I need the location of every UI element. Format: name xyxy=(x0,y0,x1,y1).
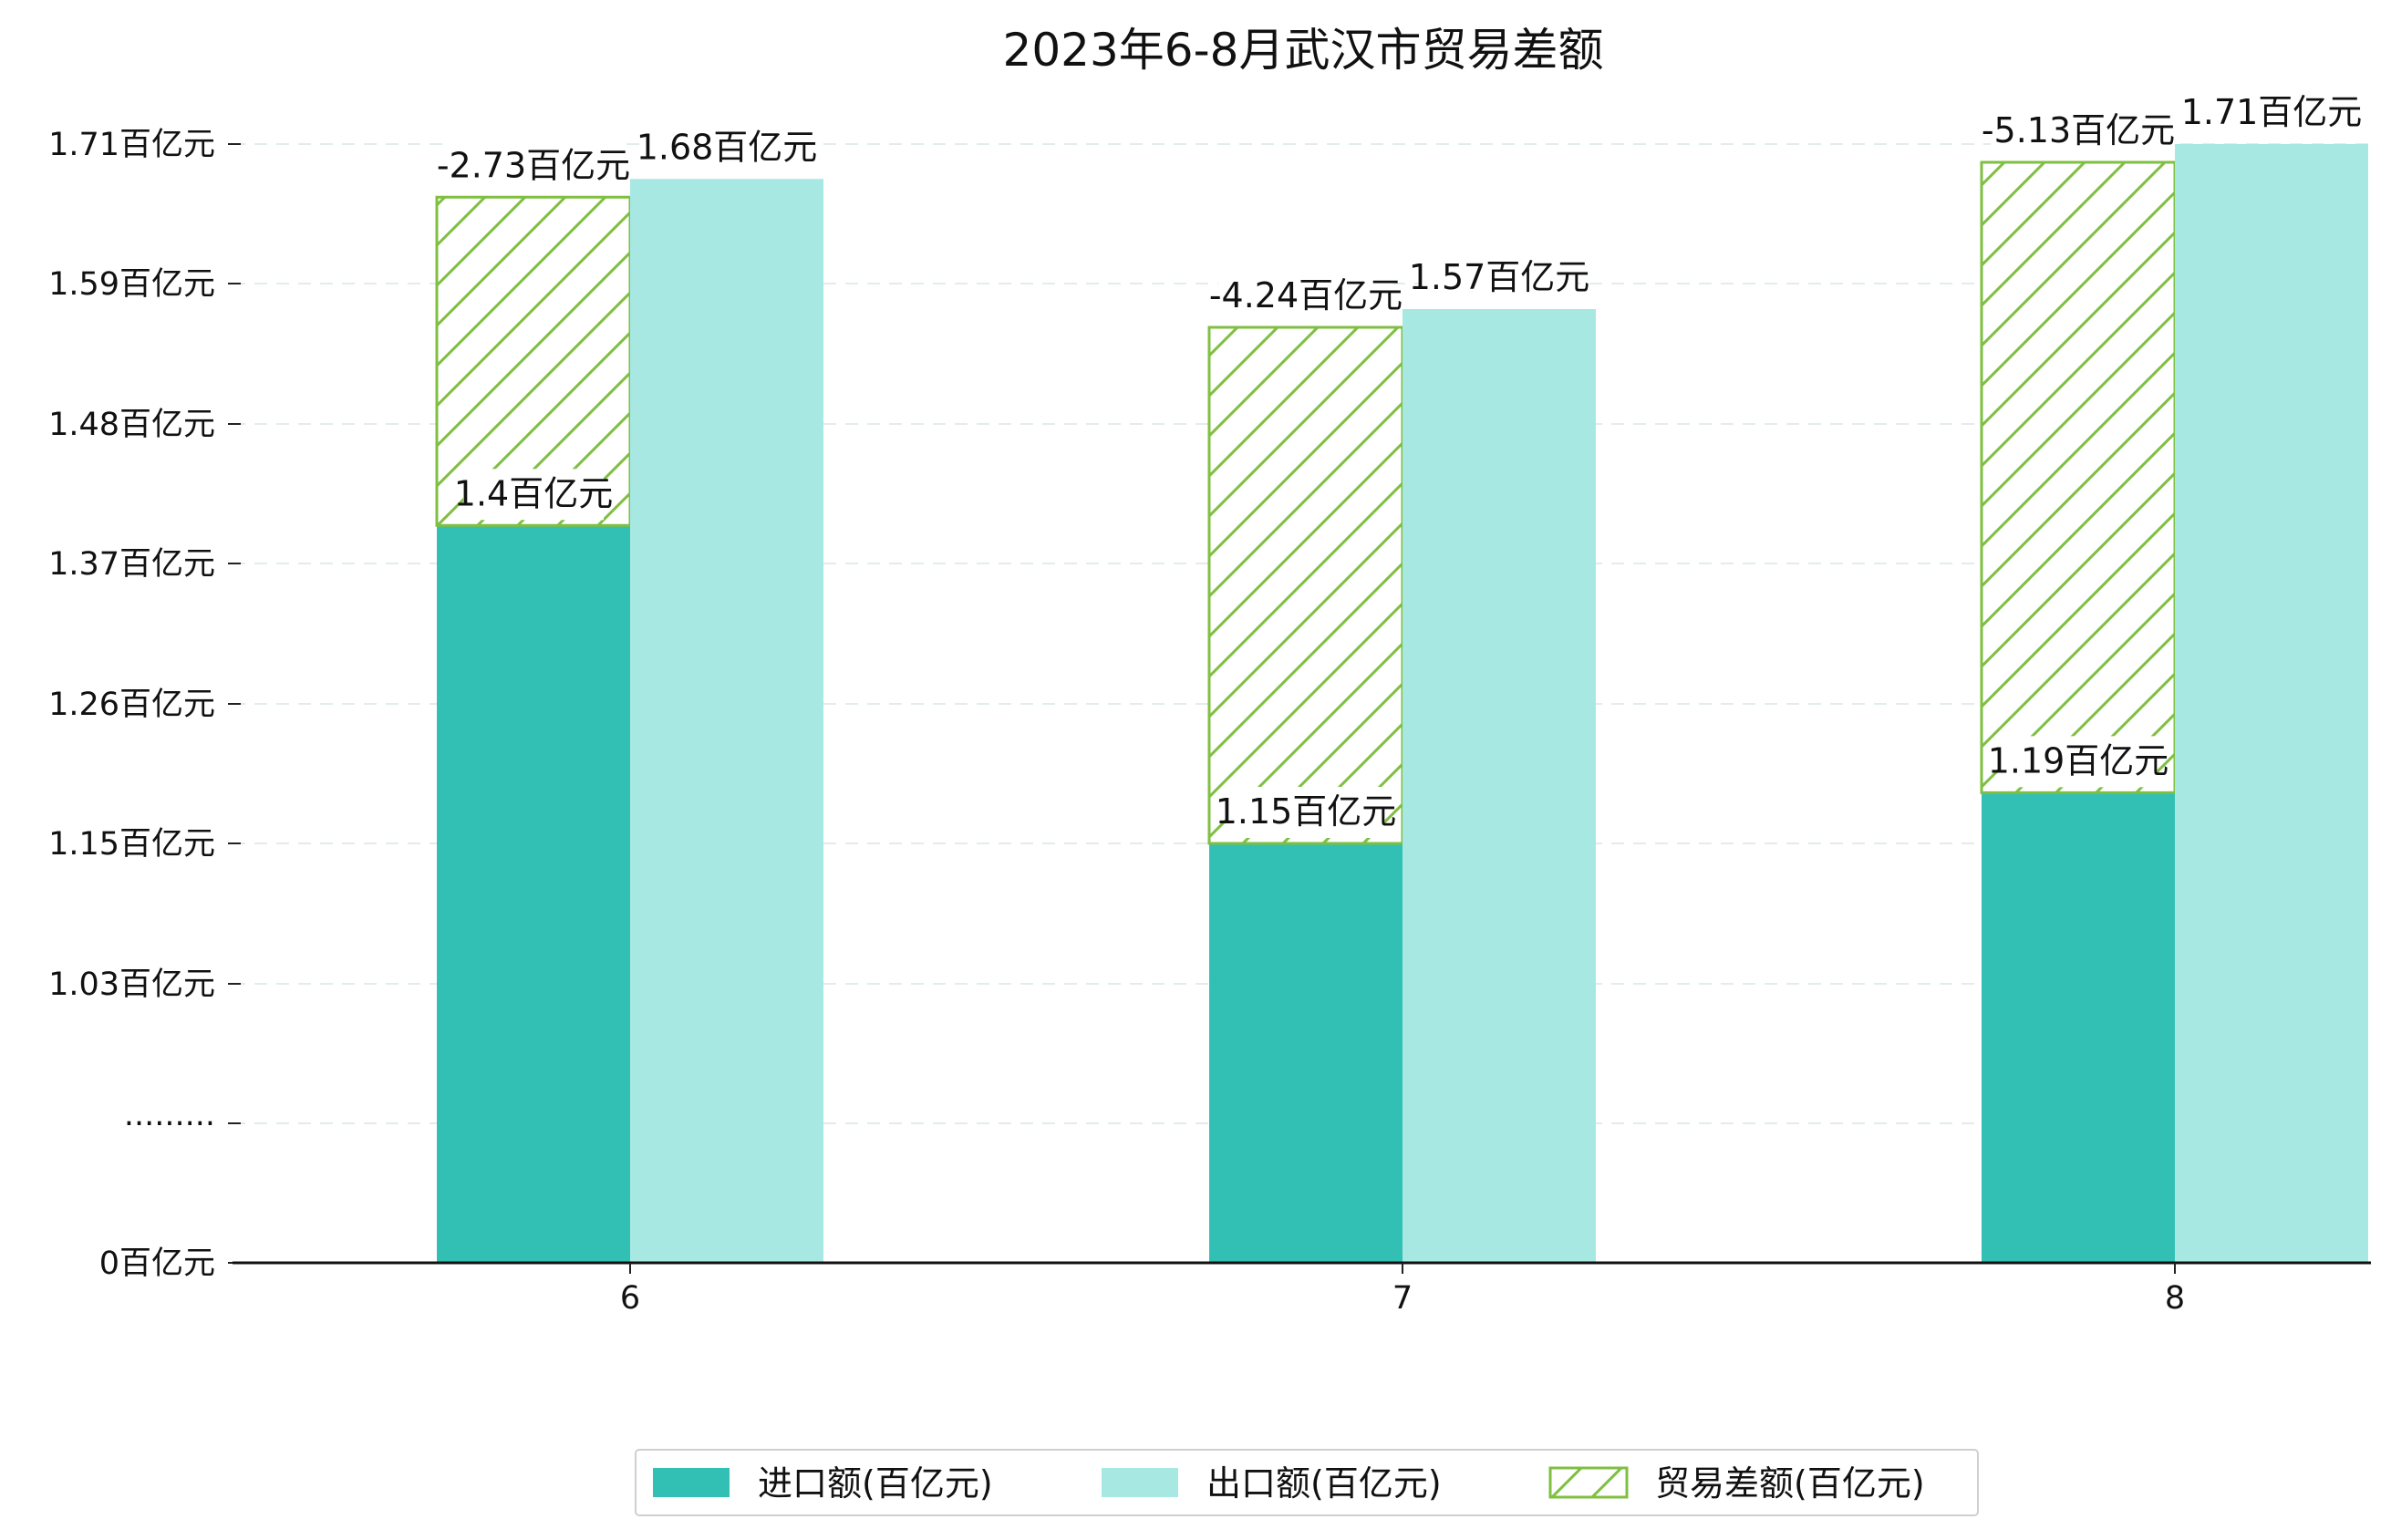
trade-balance-label-bg xyxy=(446,140,621,192)
import-bar xyxy=(437,525,630,1263)
import-value-label: 1.4百亿元 xyxy=(454,473,613,513)
legend-label: 贸易差额(百亿元) xyxy=(1655,1463,1925,1504)
import-value-label-group: 1.15百亿元 xyxy=(1216,787,1397,838)
import-value-label-group: 1.19百亿元 xyxy=(1988,736,2169,788)
legend-label: 进口额(百亿元) xyxy=(758,1463,993,1504)
legend-swatch xyxy=(1548,1466,1629,1499)
y-tick-label: 1.59百亿元 xyxy=(48,266,215,303)
export-value-label-bg xyxy=(2192,88,2351,139)
export-value-label: 1.68百亿元 xyxy=(637,127,818,167)
export-value-label-bg xyxy=(1420,253,1578,304)
y-tick-label: 1.03百亿元 xyxy=(48,966,215,1003)
export-bar xyxy=(630,179,823,1263)
export-value-label-group: 1.68百亿元 xyxy=(637,122,818,174)
legend-label: 出口额(百亿元) xyxy=(1206,1463,1442,1504)
export-value-label-bg xyxy=(647,122,806,174)
export-value-label-group: 1.71百亿元 xyxy=(2181,88,2363,139)
trade-balance-label-group: -5.13百亿元 xyxy=(1982,106,2175,157)
export-value-label: 1.71百亿元 xyxy=(2181,92,2363,132)
y-tick-label: 1.48百亿元 xyxy=(48,407,215,443)
trade-balance-label: -2.73百亿元 xyxy=(437,145,630,185)
y-tick-label: ········· xyxy=(124,1106,215,1142)
import-value-label-bg xyxy=(1227,787,1385,838)
legend-swatch xyxy=(653,1468,730,1497)
export-value-label-group: 1.57百亿元 xyxy=(1409,253,1590,304)
y-tick-label: 1.71百亿元 xyxy=(48,127,215,163)
x-tick-label: 8 xyxy=(2165,1280,2185,1317)
trade-balance-label-bg xyxy=(1991,106,2166,157)
y-tick-label: 0百亿元 xyxy=(99,1245,215,1282)
legend-box xyxy=(635,1449,1979,1516)
import-bar xyxy=(1982,792,2175,1263)
trade-balance-label: -5.13百亿元 xyxy=(1982,110,2175,150)
export-value-label: 1.57百亿元 xyxy=(1409,257,1590,297)
import-value-label-bg xyxy=(463,469,604,521)
trade-balance-bar xyxy=(1980,160,2177,794)
x-tick-label: 6 xyxy=(620,1280,640,1317)
import-value-label-bg xyxy=(1999,736,2158,788)
export-bar xyxy=(1403,309,1596,1263)
x-tick-label: 7 xyxy=(1392,1280,1413,1317)
import-bar xyxy=(1209,843,1403,1263)
trade-balance-label-bg xyxy=(1218,271,1393,322)
export-bar xyxy=(2175,144,2368,1263)
import-value-label: 1.15百亿元 xyxy=(1216,791,1397,832)
trade-balance-bar xyxy=(1207,326,1404,845)
trade-balance-label: -4.24百亿元 xyxy=(1209,275,1403,315)
y-tick-label: 1.37百亿元 xyxy=(48,546,215,583)
trade-balance-label-group: -4.24百亿元 xyxy=(1209,271,1403,322)
chart-title: 2023年6-8月武汉市贸易差额 xyxy=(1003,24,1604,77)
data-labels: 1.4百亿元 1.68百亿元-2.73百亿元 1.15百亿元 1.57百亿元-4.24… xyxy=(437,88,2362,838)
y-tick-label: 1.15百亿元 xyxy=(48,826,215,863)
legend-swatch xyxy=(1102,1468,1178,1497)
import-value-label-group: 1.4百亿元 xyxy=(454,469,613,521)
trade-balance-label-group: -2.73百亿元 xyxy=(437,140,630,192)
axes: 0百亿元 ········· 1.03百亿元 1.15百亿元 1.26百亿元 1.37百亿… xyxy=(48,127,2371,1317)
y-tick-label: 1.26百亿元 xyxy=(48,687,215,723)
legend: 进口额(百亿元) 出口额(百亿元) 贸易差额(百亿元) xyxy=(635,1449,1979,1516)
import-value-label: 1.19百亿元 xyxy=(1988,740,2169,780)
